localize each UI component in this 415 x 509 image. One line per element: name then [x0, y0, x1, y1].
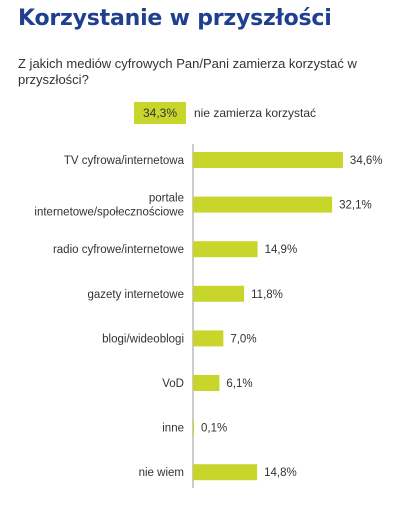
category-label: gazety internetowe — [87, 289, 184, 301]
category-label: nie wiem — [139, 467, 184, 479]
bar — [193, 419, 194, 436]
value-label: 11,8% — [251, 289, 283, 301]
bar — [193, 285, 245, 302]
category-label: inne — [162, 423, 184, 435]
bar — [193, 152, 343, 168]
bar — [193, 196, 333, 213]
bar — [193, 241, 258, 258]
value-label: 32,1% — [339, 200, 372, 212]
category-label: portale internetowe/społecznościowe — [34, 193, 184, 219]
category-label: radio cyfrowe/internetowe — [53, 244, 184, 256]
bar-chart: TV cyfrowa/internetowa 34,6% portale intern… — [34, 144, 383, 488]
value-label: 0,1% — [201, 423, 227, 435]
survey-question: Z jakich mediów cyfrowych Pan/Pani zamie… — [18, 56, 357, 87]
page-title: Korzystanie w przyszłości — [18, 6, 332, 31]
callout-value-box: 34,3% — [134, 102, 186, 124]
category-label: TV cyfrowa/internetowa — [64, 155, 185, 167]
value-label: 6,1% — [226, 378, 252, 390]
category-label: VoD — [162, 378, 184, 390]
value-label: 34,6% — [350, 155, 383, 167]
category-label: blogi/wideoblogi — [102, 333, 184, 345]
bar — [193, 375, 220, 391]
value-label: 14,8% — [264, 467, 297, 479]
bar — [193, 464, 258, 481]
callout-label: nie zamierza korzystać — [194, 106, 317, 120]
value-label: 14,9% — [265, 244, 298, 256]
bar — [193, 330, 224, 347]
value-label: 7,0% — [230, 333, 256, 345]
